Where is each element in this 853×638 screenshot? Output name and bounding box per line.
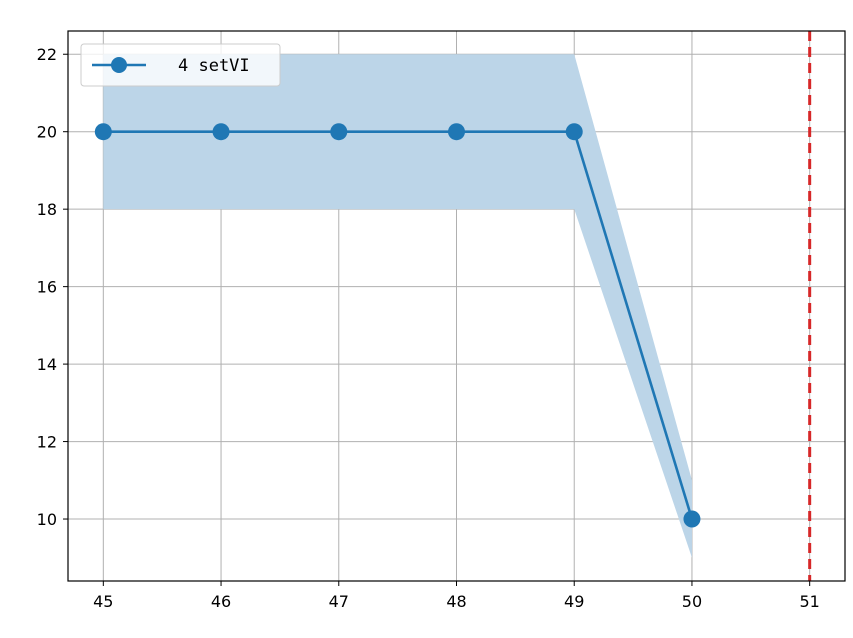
legend: 4 setVI (80, 43, 281, 87)
data-point-marker (448, 123, 465, 141)
confidence-band-layer (103, 54, 692, 558)
y-tick-label: 20 (37, 123, 57, 142)
x-tick-label: 46 (211, 592, 231, 611)
y-tick-label: 18 (37, 200, 57, 219)
y-tick-label: 16 (37, 278, 57, 297)
confidence-band (103, 54, 692, 558)
x-tick-label: 45 (93, 592, 113, 611)
series-line (103, 130, 694, 520)
x-tick-label: 48 (446, 592, 466, 611)
x-tick-label: 49 (564, 592, 584, 611)
y-tick-label: 12 (37, 433, 57, 452)
ticks: 45 46 47 48 49 50 51 10 12 14 16 18 20 22 (37, 45, 820, 611)
marker-layer (94, 123, 701, 528)
series-line-layer (103, 130, 694, 520)
data-point-marker (94, 123, 112, 141)
x-tick-label: 47 (329, 592, 349, 611)
data-point-marker (683, 510, 701, 528)
y-tick-label: 14 (37, 355, 57, 374)
legend-label: 4 setVI (178, 56, 250, 76)
x-tick-label: 51 (800, 592, 820, 611)
legend-marker-sample (111, 57, 127, 73)
y-tick-label: 10 (37, 510, 57, 529)
legend-box (80, 43, 281, 87)
y-tick-label: 22 (37, 45, 57, 64)
data-point-marker (330, 123, 348, 141)
data-point-marker (565, 123, 583, 141)
data-point-marker (212, 123, 230, 141)
x-tick-label: 50 (682, 592, 702, 611)
